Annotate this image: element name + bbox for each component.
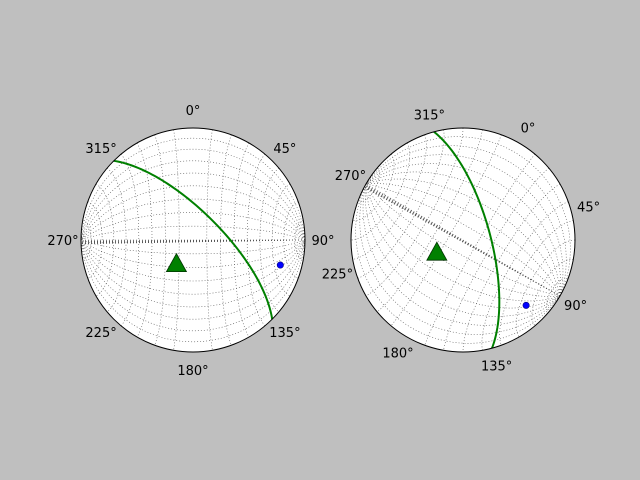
grid-small-circle	[443, 167, 549, 351]
grid-great-circle	[365, 183, 561, 297]
azimuth-tick-label: 135°	[481, 360, 512, 375]
grid-small-circle	[499, 220, 574, 346]
azimuth-ticks: 0° 45° 90° 135° 180° 225° 270° 315°	[322, 108, 600, 374]
grid-small-circle	[294, 220, 304, 260]
azimuth-tick-label: 0°	[521, 121, 536, 136]
grid-small-circle	[357, 167, 380, 203]
grid-great-circle	[81, 172, 305, 241]
grid-small-circle	[515, 239, 575, 338]
stereonet-grid	[81, 129, 305, 351]
grid-great-circle	[365, 145, 567, 297]
grid-great-circle	[81, 148, 305, 241]
grid-small-circle	[154, 134, 166, 346]
stereonet-grid	[351, 128, 575, 352]
azimuth-tick-label: 315°	[414, 108, 445, 123]
azimuth-tick-label: 180°	[177, 364, 208, 379]
grid-small-circle	[352, 154, 395, 222]
marks-layer	[165, 252, 284, 273]
grid-small-circle	[351, 142, 411, 241]
grid-great-circle	[355, 187, 561, 344]
grid-small-circle	[377, 129, 483, 313]
azimuth-tick-label: 45°	[273, 142, 296, 157]
azimuth-tick-label: 90°	[311, 234, 334, 249]
grid-great-circle	[365, 183, 561, 297]
grid-small-circle	[531, 258, 574, 326]
grid-small-circle	[259, 167, 279, 313]
grid-great-circle	[81, 225, 305, 241]
plane-layer	[433, 131, 501, 349]
grid-small-circle	[82, 220, 92, 260]
grid-great-circle	[367, 185, 561, 297]
grid-small-circle	[352, 134, 427, 260]
grid-small-circle	[107, 167, 127, 313]
pole-point	[522, 301, 530, 309]
grid-small-circle	[95, 183, 115, 297]
grid-great-circle	[365, 178, 561, 297]
grid-small-circle	[283, 201, 299, 279]
grid-great-circle	[82, 239, 305, 255]
plane-layer	[113, 159, 274, 320]
grid-great-circle	[364, 186, 561, 317]
grid-great-circle	[81, 198, 305, 241]
triangle-point	[165, 252, 188, 273]
grid-small-circle	[87, 201, 103, 279]
azimuth-tick-label: 315°	[85, 142, 116, 157]
stereonet-right: 0° 45° 90° 135° 180° 225° 270° 315°	[322, 108, 600, 374]
azimuth-tick-label: 135°	[269, 326, 300, 341]
pole-point	[276, 261, 284, 269]
triangle-point	[426, 241, 448, 261]
azimuth-tick-label: 270°	[335, 169, 366, 184]
azimuth-ticks: 0° 45° 90° 135° 180° 225° 270° 315°	[47, 104, 334, 379]
grid-great-circle	[365, 154, 564, 297]
grid-great-circle	[81, 239, 305, 308]
grid-great-circle	[366, 185, 561, 297]
azimuth-tick-label: 45°	[577, 200, 600, 215]
stereonet-outline	[80, 127, 306, 353]
plane-great-circle	[113, 159, 274, 320]
grid-great-circle	[365, 171, 561, 297]
azimuth-tick-label: 225°	[85, 326, 116, 341]
grid-small-circle	[271, 183, 291, 297]
grid-great-circle	[81, 239, 305, 268]
azimuth-tick-label: 225°	[322, 268, 353, 283]
grid-small-circle	[546, 277, 569, 313]
grid-small-circle	[220, 134, 232, 346]
azimuth-tick-label: 90°	[564, 299, 587, 314]
grid-great-circle	[81, 185, 305, 241]
stereonet-outline	[350, 127, 576, 353]
plane-great-circle	[433, 131, 501, 349]
marks-layer	[426, 241, 530, 309]
grid-great-circle	[81, 160, 305, 241]
stereonet-left: 0° 45° 90° 135° 180° 225° 270° 315°	[47, 104, 334, 379]
grid-great-circle	[81, 239, 305, 343]
grid-great-circle	[365, 163, 562, 297]
azimuth-tick-label: 180°	[382, 347, 413, 362]
azimuth-tick-label: 270°	[47, 234, 78, 249]
azimuth-tick-label: 0°	[186, 104, 201, 119]
